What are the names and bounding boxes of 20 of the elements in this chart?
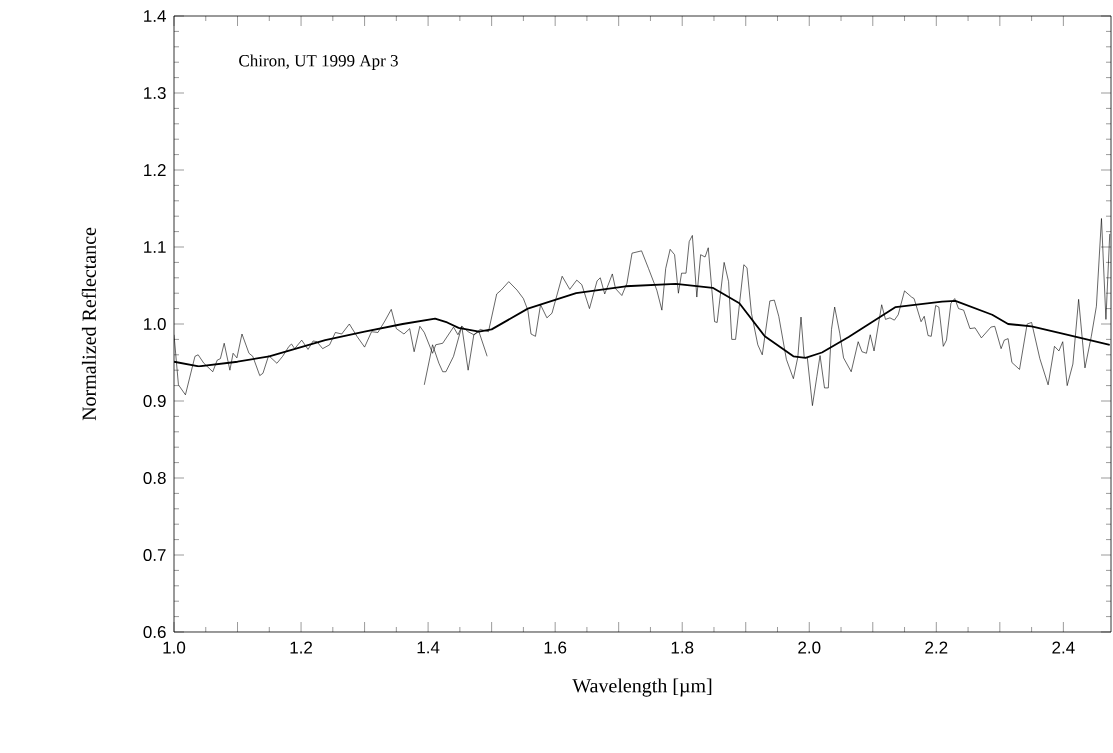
x-tick-label: 2.4 [1052, 641, 1075, 654]
y-tick-label: 1.4 [144, 10, 166, 22]
y-tick-label: 0.7 [143, 548, 166, 562]
x-tick-label: 1.0 [163, 641, 186, 654]
x-tick-label: 1.6 [544, 641, 567, 654]
y-tick-label: 1.2 [144, 164, 166, 176]
x-tick-label: 1.4 [417, 641, 440, 654]
x-tick-label: 1.2 [290, 641, 313, 654]
y-tick-label: 1.1 [144, 241, 166, 253]
x-tick-label: 2.2 [925, 641, 948, 654]
x-axis-title: Wavelength [µm] [572, 678, 712, 697]
y-tick-label: 0.9 [143, 394, 166, 408]
y-tick-label: 1.0 [144, 317, 166, 331]
y-axis-title: Normalized Reflectance [81, 227, 96, 421]
y-tick-label: 0.8 [143, 471, 166, 485]
y-tick-label: 1.3 [144, 86, 166, 100]
y-tick-label: 0.6 [143, 625, 166, 639]
x-tick-label: 2.0 [798, 641, 821, 654]
annotation: Chiron, UT 1999 Apr 3 [239, 54, 398, 70]
x-tick-label: 1.8 [671, 641, 694, 654]
